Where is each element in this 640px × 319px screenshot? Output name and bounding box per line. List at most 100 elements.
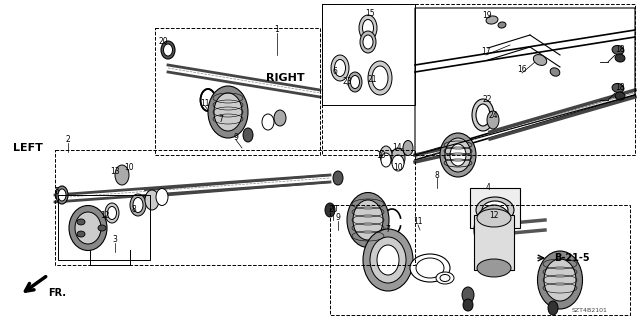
Ellipse shape <box>353 200 383 240</box>
Ellipse shape <box>477 259 511 277</box>
Ellipse shape <box>472 99 494 131</box>
Ellipse shape <box>333 171 343 185</box>
Text: B-21-5: B-21-5 <box>554 253 590 263</box>
Ellipse shape <box>130 194 146 216</box>
Text: 12: 12 <box>489 211 499 219</box>
Ellipse shape <box>463 299 473 311</box>
Ellipse shape <box>445 138 471 172</box>
Text: 16: 16 <box>517 65 527 75</box>
Ellipse shape <box>533 55 547 65</box>
Ellipse shape <box>450 144 466 166</box>
Ellipse shape <box>498 22 506 28</box>
Text: RIGHT: RIGHT <box>266 73 304 83</box>
Ellipse shape <box>370 237 406 283</box>
Text: 8: 8 <box>132 205 136 214</box>
Ellipse shape <box>348 72 362 92</box>
Ellipse shape <box>474 205 514 255</box>
Text: 3: 3 <box>113 235 117 244</box>
Text: 20: 20 <box>158 38 168 47</box>
Ellipse shape <box>58 189 66 201</box>
Text: 20: 20 <box>328 205 338 214</box>
Text: SZT4B2101: SZT4B2101 <box>572 308 608 314</box>
Ellipse shape <box>377 245 399 275</box>
Ellipse shape <box>108 206 116 219</box>
Ellipse shape <box>476 197 514 223</box>
Ellipse shape <box>262 114 274 130</box>
Ellipse shape <box>544 259 576 301</box>
Text: FR.: FR. <box>48 288 66 298</box>
Ellipse shape <box>538 251 582 309</box>
Ellipse shape <box>360 31 376 53</box>
Ellipse shape <box>75 212 101 244</box>
Text: 7: 7 <box>219 115 223 124</box>
Text: 10: 10 <box>124 162 134 172</box>
Ellipse shape <box>156 189 168 205</box>
Ellipse shape <box>77 219 85 225</box>
Ellipse shape <box>550 68 560 76</box>
Text: 1: 1 <box>275 26 280 34</box>
Text: 24: 24 <box>488 110 498 120</box>
Text: LEFT: LEFT <box>13 143 43 153</box>
Ellipse shape <box>359 15 377 41</box>
Ellipse shape <box>163 44 173 56</box>
Ellipse shape <box>391 148 405 168</box>
Ellipse shape <box>403 140 413 155</box>
Bar <box>474 215 514 270</box>
Ellipse shape <box>416 258 444 278</box>
Text: 12: 12 <box>100 211 109 219</box>
Text: 11: 11 <box>413 218 423 226</box>
Text: 4: 4 <box>486 183 490 192</box>
Ellipse shape <box>392 155 404 171</box>
Ellipse shape <box>368 61 392 95</box>
Ellipse shape <box>77 231 85 237</box>
Ellipse shape <box>331 55 349 81</box>
Ellipse shape <box>440 133 476 177</box>
Ellipse shape <box>482 201 508 219</box>
Ellipse shape <box>486 219 502 241</box>
Ellipse shape <box>208 86 248 138</box>
Ellipse shape <box>548 301 558 315</box>
Ellipse shape <box>462 287 474 303</box>
Ellipse shape <box>612 45 624 55</box>
Ellipse shape <box>381 153 391 167</box>
Ellipse shape <box>410 254 450 282</box>
Ellipse shape <box>363 35 373 49</box>
Ellipse shape <box>98 225 106 231</box>
Ellipse shape <box>133 197 143 212</box>
Ellipse shape <box>612 84 624 93</box>
Ellipse shape <box>476 104 490 126</box>
Text: 9: 9 <box>335 213 340 222</box>
Ellipse shape <box>363 229 413 291</box>
Text: 8: 8 <box>435 170 440 180</box>
Text: 23: 23 <box>342 78 352 86</box>
Ellipse shape <box>351 76 360 88</box>
Ellipse shape <box>372 66 388 90</box>
Text: 7: 7 <box>385 226 390 234</box>
Ellipse shape <box>115 165 129 185</box>
Text: 22: 22 <box>483 95 492 105</box>
Text: 18: 18 <box>615 46 625 55</box>
Text: 13: 13 <box>110 167 120 176</box>
Ellipse shape <box>325 203 335 217</box>
Text: 5: 5 <box>54 188 60 197</box>
Ellipse shape <box>615 92 625 100</box>
Ellipse shape <box>161 41 175 59</box>
Ellipse shape <box>214 93 242 131</box>
Text: 21: 21 <box>367 76 377 85</box>
Ellipse shape <box>487 111 499 129</box>
Text: 19: 19 <box>482 11 492 20</box>
Ellipse shape <box>56 186 68 204</box>
Ellipse shape <box>486 16 498 24</box>
Ellipse shape <box>335 60 346 77</box>
Ellipse shape <box>347 192 389 248</box>
Ellipse shape <box>440 275 450 281</box>
Ellipse shape <box>69 205 107 250</box>
Text: 17: 17 <box>481 48 491 56</box>
Text: 9: 9 <box>234 133 239 143</box>
Ellipse shape <box>480 212 508 248</box>
Text: 6: 6 <box>333 68 337 77</box>
Bar <box>470 188 520 228</box>
Ellipse shape <box>362 19 374 36</box>
Ellipse shape <box>274 110 286 126</box>
Ellipse shape <box>477 209 511 227</box>
